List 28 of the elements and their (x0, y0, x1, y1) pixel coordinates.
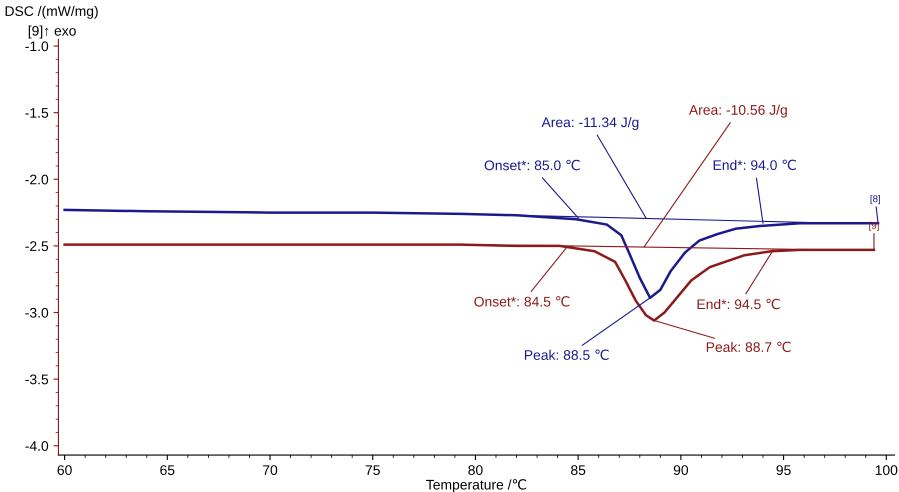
text: [9]↑ exo (28, 26, 76, 38)
annotation: Peak: 88.7 ℃ (706, 342, 791, 352)
annotation: [8] (870, 195, 880, 204)
y-tick-label: -3.0 (25, 308, 48, 318)
x-tick-label: 60 (58, 465, 72, 476)
annotation: Onset*: 84.5 ℃ (474, 296, 570, 307)
annotation: Area: -10.56 J/g (688, 104, 787, 118)
x-axis-title: Temperature /℃ (426, 479, 526, 492)
x-tick-label: 95 (776, 465, 791, 476)
y-tick-label: -4.0 (25, 441, 48, 451)
y-axis-title: DSC /(mW/mg) (6, 6, 98, 19)
y-tick-label: -1.5 (25, 108, 48, 118)
annotation: Area: -11.34 J/g (542, 116, 638, 130)
y-tick-label: -2.5 (25, 241, 48, 252)
annotation: Onset*: 85.0 ℃ (484, 160, 580, 170)
x-tick-label: 100 (876, 465, 898, 476)
x-tick-label: 70 (263, 465, 278, 476)
annotation: End*: 94.0 ℃ (714, 160, 796, 170)
annotation: Peak: 88.5 ℃ (524, 349, 609, 360)
x-tick-label: 85 (571, 465, 586, 476)
y-tick-label: -2.0 (25, 174, 48, 184)
annotation: End*: 94.5 ℃ (698, 298, 780, 310)
y-tick-label: -3.5 (25, 374, 48, 384)
x-tick-label: 90 (674, 465, 688, 476)
y-tick-label: -1.0 (25, 41, 48, 52)
x-tick-label: 80 (468, 465, 483, 476)
x-tick-label: 65 (160, 465, 174, 476)
x-tick-label: 75 (366, 465, 380, 476)
